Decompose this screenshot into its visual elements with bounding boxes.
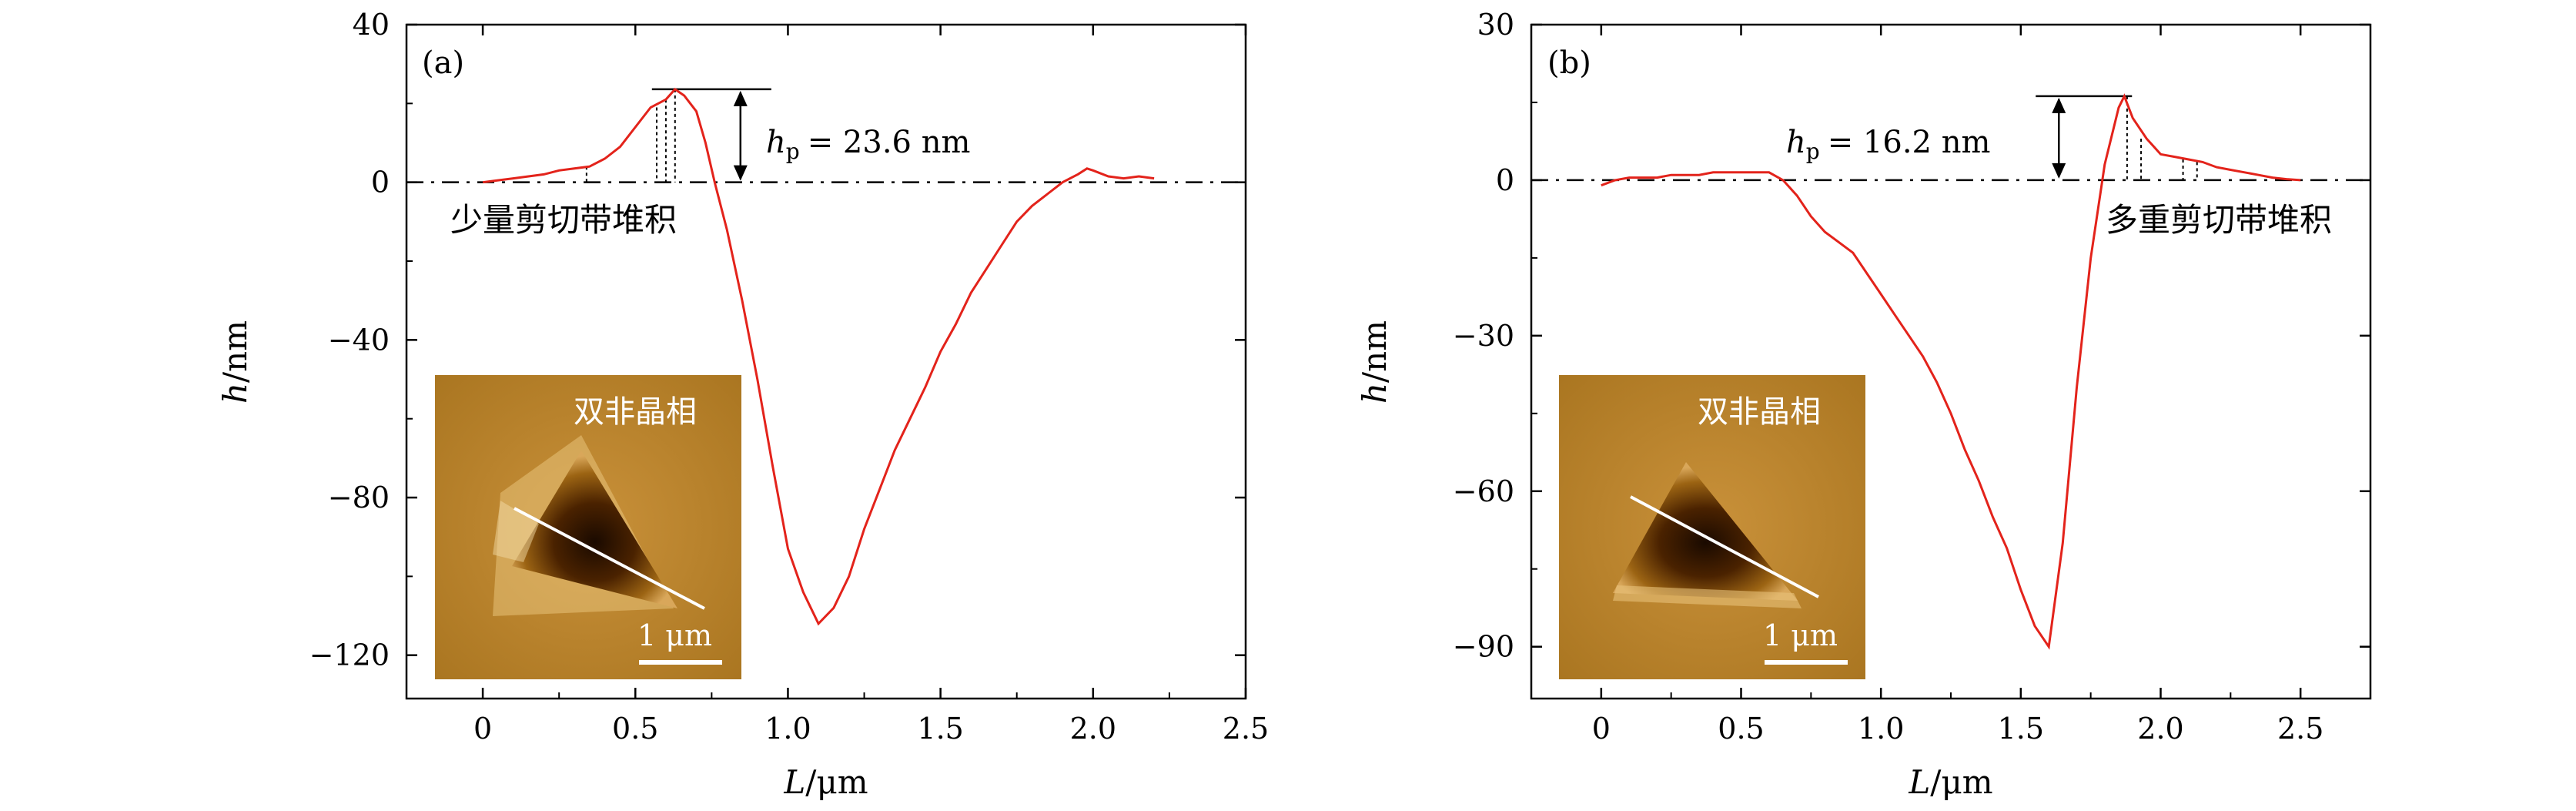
hp-arrowhead-down [2052, 163, 2066, 179]
y-axis-title-b: h/nm [1356, 320, 1393, 404]
y-tick-label: 0 [1496, 163, 1514, 197]
inset-image-a: 双非晶相 1 μm [435, 375, 741, 679]
series-line-b [1601, 93, 2301, 650]
series-line-a [482, 87, 1155, 626]
y-tick-label: 40 [353, 8, 390, 42]
y-tick-label: 0 [371, 166, 390, 199]
y-tick-label: −30 [1453, 319, 1514, 353]
panel-b: 0 0.5 1.0 1.5 2.0 2.5 30 0 −30 −60 −90 (b) hp = 16.… [1356, 8, 2372, 801]
inset-scale-text-a: 1 μm [637, 618, 712, 652]
x-tick-label: 1.5 [1998, 712, 2044, 746]
x-tick-label: 2.0 [1070, 712, 1116, 746]
hp-annotation-b: hp = 16.2 nm [1786, 125, 1990, 164]
inset-image-b: 双非晶相 1 μm [1559, 375, 1865, 679]
inset-scale-text-b: 1 μm [1763, 618, 1838, 652]
y-tick-label: −40 [328, 323, 390, 357]
hp-annotation-a: hp = 23.6 nm [766, 125, 970, 164]
x-tick-label: 2.5 [1223, 712, 1269, 746]
y-tick-label: −60 [1453, 474, 1514, 508]
panel-a: 0 0.5 1.0 1.5 2.0 2.5 40 0 −40 −80 −120 (a) hp = 23… [216, 8, 1269, 801]
annotation-lines-b [2036, 95, 2198, 180]
cjk-annotation-b: 多重剪切带堆积 [2106, 201, 2332, 239]
panel-label-b: (b) [1547, 45, 1591, 81]
x-axis-title-a: L/μm [783, 763, 868, 801]
x-tick-label: 1.0 [1858, 712, 1904, 746]
x-tick-label: 0 [473, 712, 492, 746]
x-tick-label: 1.5 [917, 712, 963, 746]
y-axis-title-a: h/nm [216, 320, 254, 404]
annotation-lines-a [585, 88, 771, 183]
panel-label-a: (a) [422, 45, 464, 81]
x-tick-label: 0.5 [1718, 712, 1764, 746]
profile-line-b [1630, 495, 1819, 598]
y-tick-label: 30 [1477, 8, 1514, 42]
x-axis-title-b: L/μm [1908, 763, 1992, 801]
hp-arrowhead-up [733, 90, 748, 106]
x-tick-label: 2.5 [2277, 712, 2323, 746]
x-tick-label: 0 [1592, 712, 1611, 746]
hp-arrowhead-up [2052, 97, 2066, 113]
hp-arrowhead-down [733, 165, 748, 181]
y-tick-label: −120 [309, 638, 390, 672]
x-tick-label: 2.0 [2137, 712, 2183, 746]
plot-frame-a [405, 23, 1247, 700]
y-tick-label: −80 [328, 481, 390, 514]
inset-label-b: 双非晶相 [1698, 394, 1821, 430]
grid-ticks-b: 0 0.5 1.0 1.5 2.0 2.5 30 0 −30 −60 −90 [1453, 8, 2371, 746]
profile-line-a [514, 507, 705, 610]
inset-label-a: 双非晶相 [574, 394, 697, 430]
y-tick-label: −90 [1453, 630, 1514, 664]
grid-ticks-a: 0 0.5 1.0 1.5 2.0 2.5 40 0 −40 −80 −120 [309, 8, 1270, 746]
x-tick-label: 0.5 [612, 712, 658, 746]
x-tick-label: 1.0 [764, 712, 811, 746]
cjk-annotation-a: 少量剪切带堆积 [450, 201, 677, 239]
